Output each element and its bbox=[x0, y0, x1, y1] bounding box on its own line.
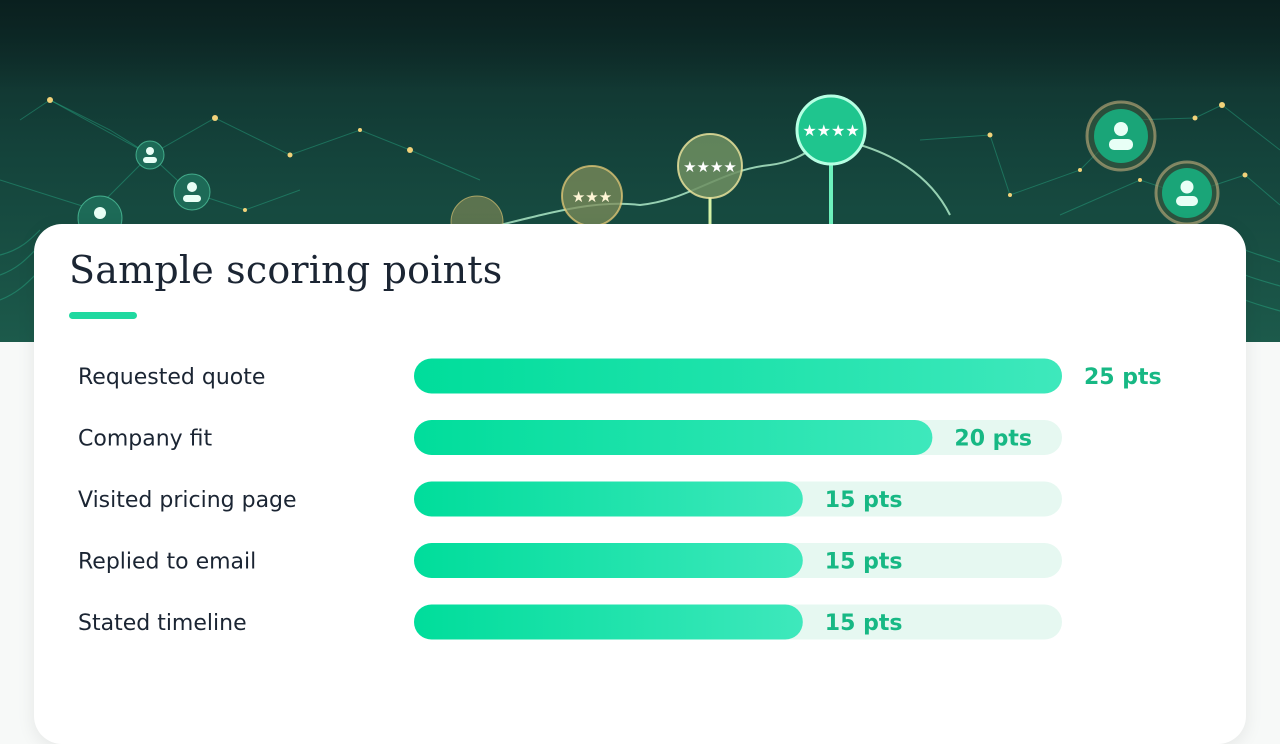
network-illustration: ★★★ ★★★★ ★★★★ bbox=[0, 0, 1280, 312]
bar bbox=[414, 604, 803, 640]
category-label: Company fit bbox=[78, 427, 213, 452]
rating-node-icon: ★★★★ bbox=[795, 94, 867, 224]
title-accent-bar bbox=[69, 312, 137, 319]
category-label: Requested quote bbox=[78, 365, 265, 390]
scoring-card: Sample scoring points Requested quote 25 … bbox=[34, 224, 1246, 744]
svg-text:★★★: ★★★ bbox=[572, 188, 612, 206]
value-label: 15 pts bbox=[825, 488, 903, 513]
user-node-icon bbox=[173, 173, 211, 211]
value-label: 15 pts bbox=[825, 611, 903, 636]
user-node-icon bbox=[1154, 160, 1220, 226]
value-label: 20 pts bbox=[954, 427, 1032, 452]
user-node-icon bbox=[1085, 100, 1157, 172]
rating-node-icon: ★★★★ bbox=[677, 133, 743, 224]
bar bbox=[414, 358, 1062, 394]
svg-text:★★★★: ★★★★ bbox=[683, 158, 737, 176]
category-label: Visited pricing page bbox=[78, 488, 297, 513]
svg-text:★★★★: ★★★★ bbox=[802, 121, 859, 140]
page-title: Sample scoring points bbox=[69, 248, 503, 292]
value-label: 15 pts bbox=[825, 550, 903, 575]
value-label: 25 pts bbox=[1084, 365, 1162, 390]
category-label: Stated timeline bbox=[78, 611, 247, 636]
bar bbox=[414, 481, 803, 517]
bar bbox=[414, 420, 933, 455]
category-label: Replied to email bbox=[78, 550, 256, 575]
scoring-bar-chart: Requested quote 25 pts Company fit 20 pts Vi… bbox=[78, 358, 1162, 640]
bar bbox=[414, 543, 803, 578]
rating-node-icon: ★★★ bbox=[561, 165, 623, 227]
user-node-icon bbox=[135, 140, 165, 170]
